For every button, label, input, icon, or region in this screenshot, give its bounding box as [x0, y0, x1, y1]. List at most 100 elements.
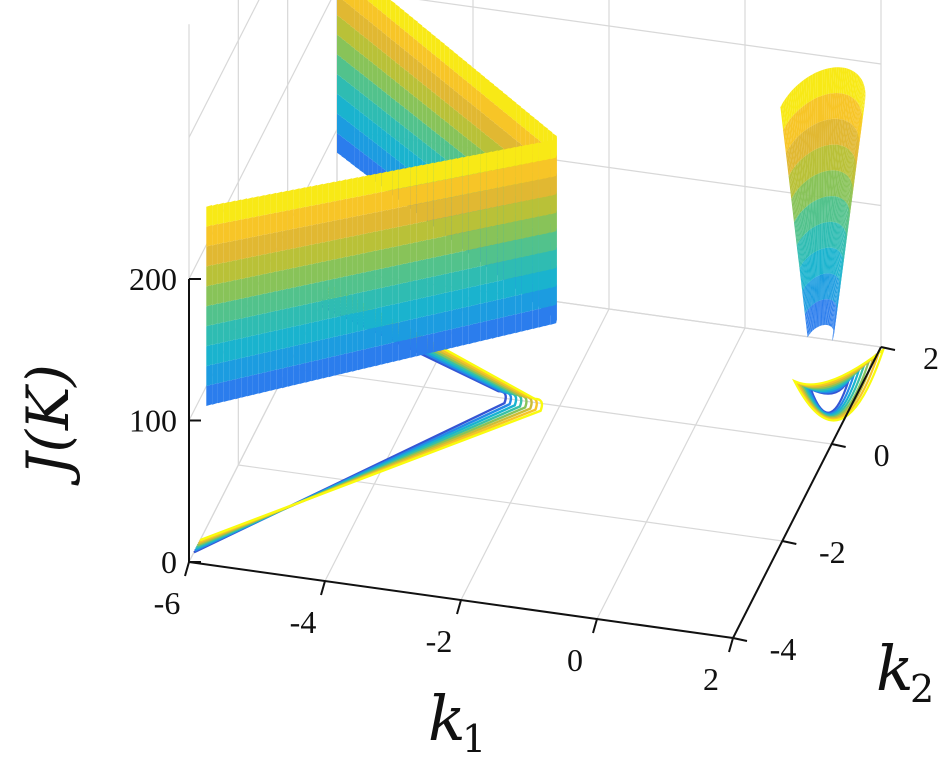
left-surface-patch	[264, 351, 271, 373]
right-surface-patch	[826, 196, 830, 223]
left-surface-patch	[328, 317, 335, 339]
right-surface-patch	[837, 286, 841, 312]
right-surface-patch	[824, 247, 826, 274]
right-surface-patch	[833, 308, 838, 333]
left-surface-patch	[444, 120, 450, 143]
left-surface-patch	[386, 151, 391, 175]
left-surface-patch	[399, 46, 405, 69]
left-surface-patch	[503, 259, 510, 281]
right-surface-patch	[826, 222, 829, 248]
right-surface-patch	[856, 140, 860, 167]
left-surface-patch	[521, 292, 527, 314]
right-surface-patch	[805, 311, 809, 336]
left-surface-patch	[252, 294, 259, 317]
left-surface-patch	[474, 303, 481, 324]
left-surface-patch	[322, 318, 329, 340]
left-surface-patch	[556, 228, 557, 250]
right-surface-patch	[790, 143, 795, 169]
left-surface-patch	[322, 182, 329, 204]
left-surface-patch	[287, 345, 294, 368]
left-surface-patch	[282, 288, 288, 310]
right-surface-patch	[836, 279, 840, 306]
left-surface-patch	[346, 255, 353, 277]
left-surface-patch	[368, 0, 373, 5]
left-surface-patch	[538, 270, 545, 291]
left-surface-patch	[372, 0, 378, 9]
left-surface-patch	[492, 262, 498, 283]
left-surface-patch	[346, 100, 351, 124]
right-surface-patch	[844, 175, 848, 202]
left-surface-patch	[497, 223, 504, 245]
left-surface-patch	[317, 339, 323, 361]
left-surface-patch	[556, 155, 557, 176]
right-surface-patch	[797, 162, 801, 188]
floor-grid-line	[238, 464, 783, 542]
left-surface-patch	[217, 202, 224, 225]
right-surface-patch	[810, 279, 813, 306]
right-surface-patch	[862, 92, 866, 119]
left-surface-patch	[433, 293, 440, 315]
right-surface-patch	[828, 196, 831, 222]
right-surface-patch	[803, 156, 807, 183]
left-surface-patch	[404, 319, 411, 341]
left-surface-patch	[410, 280, 417, 301]
right-surface-patch	[841, 67, 845, 94]
left-surface-patch	[337, 133, 342, 156]
left-contour-line	[193, 303, 507, 554]
x-tick-mark	[184, 561, 190, 577]
left-surface-patch	[422, 122, 427, 145]
left-surface-patch	[305, 225, 312, 247]
right-surface-patch	[812, 201, 815, 228]
left-surface-patch	[363, 271, 370, 292]
left-surface-patch	[497, 298, 504, 319]
right-surface-patch	[809, 177, 813, 204]
left-surface-patch	[229, 359, 236, 381]
right-surface-patch	[847, 180, 852, 207]
right-surface-patch	[815, 71, 818, 99]
right-surface-patch	[846, 95, 850, 122]
right-surface-patch	[850, 70, 854, 97]
right-surface-patch	[854, 101, 858, 128]
left-surface-patch	[416, 240, 422, 262]
right-surface-patch	[798, 108, 803, 135]
left-surface-patch	[386, 54, 391, 78]
left-surface-patch	[422, 141, 427, 164]
right-surface-patch	[808, 152, 812, 179]
left-surface-patch	[408, 149, 414, 173]
right-surface-patch	[831, 118, 834, 145]
right-surface-patch	[819, 197, 822, 224]
right-surface-patch	[839, 119, 843, 146]
right-surface-patch	[805, 312, 809, 337]
right-surface-patch	[806, 231, 810, 257]
right-surface-patch	[862, 97, 866, 123]
right-surface-patch	[837, 252, 841, 279]
left-surface-patch	[544, 287, 551, 308]
right-surface-patch	[849, 124, 853, 151]
right-surface-patch	[850, 98, 855, 125]
right-surface-patch	[831, 248, 834, 274]
left-surface-patch	[317, 261, 323, 283]
right-surface-patch	[795, 137, 799, 164]
left-surface-patch	[311, 321, 318, 343]
left-surface-patch	[241, 277, 248, 299]
left-surface-patch	[534, 118, 539, 140]
left-surface-patch	[247, 295, 253, 318]
right-surface-patch	[843, 235, 847, 261]
right-surface-patch	[789, 145, 793, 171]
left-surface-patch	[390, 135, 396, 159]
left-surface-patch	[422, 296, 428, 318]
right-surface-patch	[829, 221, 833, 248]
left-surface-patch	[387, 304, 393, 326]
left-surface-patch	[282, 268, 288, 291]
left-surface-patch	[223, 241, 230, 263]
left-surface-patch	[444, 63, 450, 86]
left-surface-patch	[252, 235, 259, 257]
left-surface-patch	[247, 236, 253, 259]
right-surface-patch	[841, 172, 845, 199]
right-surface-patch	[804, 180, 808, 207]
y-axis-label-subscript: 2	[910, 667, 934, 711]
left-surface-patch	[457, 213, 463, 234]
left-surface-patch	[328, 259, 335, 281]
left-surface-patch	[359, 130, 364, 154]
left-surface-patch	[377, 47, 382, 71]
